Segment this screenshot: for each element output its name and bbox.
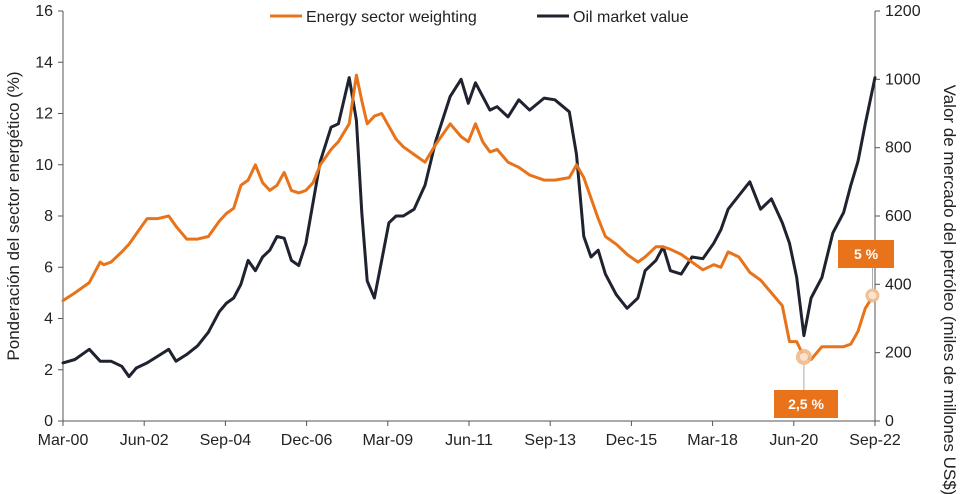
- axes: 0 2 4 6 8 10 12 14 16 0 200 400 600 800 1000 1200 Mar-00…: [35, 3, 920, 449]
- y-right-tick-label: 1000: [885, 71, 921, 88]
- y-right-tick-label: 1200: [885, 3, 921, 20]
- y-left-tick-label: 14: [35, 54, 53, 71]
- series-line-energy-sector-weighting: [61, 73, 877, 361]
- legend-label-energy: Energy sector weighting: [306, 9, 477, 26]
- y-left-tick-label: 2: [44, 362, 53, 379]
- x-tick-label: Mar-00: [38, 432, 89, 449]
- annotation-layer: 5 % 2,5 %: [774, 240, 894, 418]
- x-tick-label: Sep-22: [849, 432, 901, 449]
- x-tick-label: Dec-15: [606, 432, 658, 449]
- y-right-axis-title: Valor de mercado del petróleo (miles de …: [940, 85, 959, 494]
- y-left-tick-label: 16: [35, 3, 53, 20]
- x-tick-label: Jun-02: [120, 432, 169, 449]
- y-right-tick-label: 0: [885, 413, 894, 430]
- annotation-point-5pct-core: [868, 291, 877, 300]
- legend-label-oil: Oil market value: [573, 9, 689, 26]
- annotation-badge-5pct: [838, 240, 894, 268]
- annotation-badge-2-5pct: [774, 390, 838, 418]
- y-right-tick-label: 800: [885, 140, 912, 157]
- x-tick-label: Sep-04: [200, 432, 252, 449]
- annotation-label-2-5pct: 2,5 %: [788, 396, 824, 412]
- x-tick-label: Sep-13: [524, 432, 576, 449]
- y-right-tick-label: 600: [885, 208, 912, 225]
- y-right-tick-label: 200: [885, 345, 912, 362]
- y-left-tick-label: 10: [35, 157, 53, 174]
- x-tick-label: Mar-09: [362, 432, 413, 449]
- x-tick-label: Jun-11: [445, 432, 493, 449]
- x-tick-label: Jun-20: [769, 432, 818, 449]
- series-line-oil-market-value: [61, 76, 877, 379]
- y-left-tick-label: 4: [44, 311, 53, 328]
- annotation-label-5pct: 5 %: [854, 246, 879, 262]
- y-left-tick-label: 6: [44, 259, 53, 276]
- y-left-axis-title: Ponderación del sector energético (%): [4, 71, 23, 360]
- x-tick-label: Mar-18: [687, 432, 738, 449]
- series-layer: [61, 73, 877, 379]
- y-left-tick-label: 0: [44, 413, 53, 430]
- y-left-tick-label: 12: [35, 106, 53, 123]
- y-left-tick-label: 8: [44, 208, 53, 225]
- annotation-point-2-5pct-core: [799, 352, 808, 361]
- legend: Energy sector weighting Oil market value: [270, 9, 689, 26]
- x-tick-label: Dec-06: [281, 432, 333, 449]
- y-right-tick-label: 400: [885, 276, 912, 293]
